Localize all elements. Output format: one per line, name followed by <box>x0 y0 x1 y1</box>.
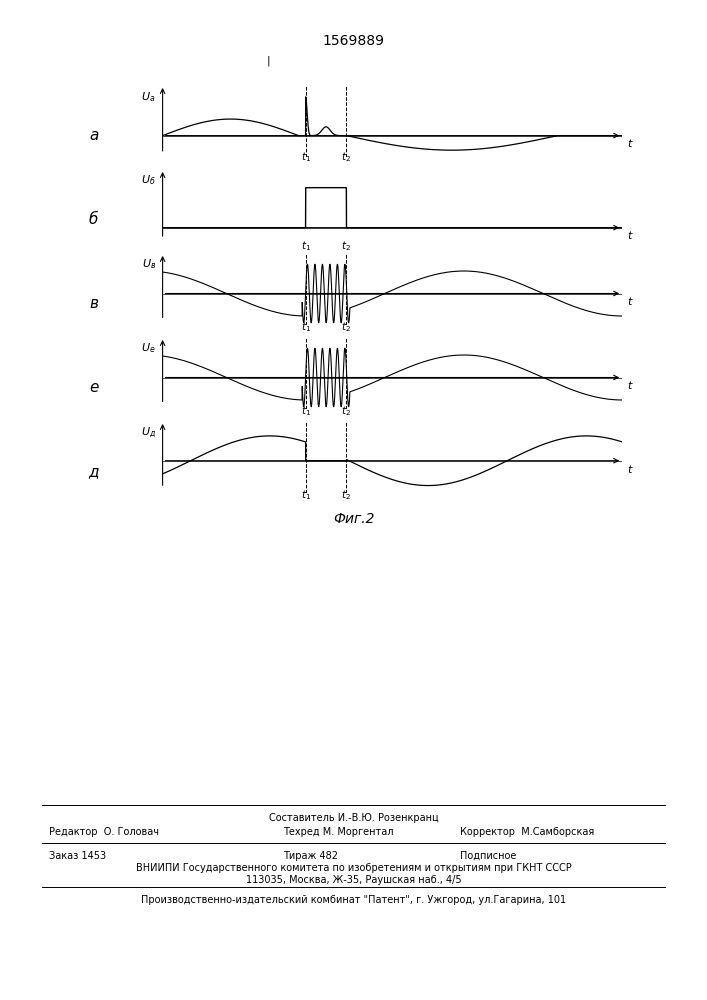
Text: Заказ 1453: Заказ 1453 <box>49 851 107 861</box>
Text: Подписное: Подписное <box>460 851 516 861</box>
Text: Фиг.2: Фиг.2 <box>333 512 374 526</box>
Text: Тираж 482: Тираж 482 <box>283 851 338 861</box>
Text: б: б <box>89 212 98 227</box>
Text: $t$: $t$ <box>626 229 633 241</box>
Text: $t_1$: $t_1$ <box>300 320 310 334</box>
Text: е: е <box>89 380 98 395</box>
Text: Редактор  О. Головач: Редактор О. Головач <box>49 827 160 837</box>
Text: Производственно-издательский комбинат "Патент", г. Ужгород, ул.Гагарина, 101: Производственно-издательский комбинат "П… <box>141 895 566 905</box>
Text: $t_2$: $t_2$ <box>341 488 351 502</box>
Text: 1569889: 1569889 <box>322 34 385 48</box>
Text: $t_2$: $t_2$ <box>341 320 351 334</box>
Text: $t_2$: $t_2$ <box>341 239 351 253</box>
Text: $t_1$: $t_1$ <box>300 404 310 418</box>
Text: $t$: $t$ <box>626 463 633 475</box>
Text: $t_2$: $t_2$ <box>341 404 351 418</box>
Text: $t$: $t$ <box>626 137 633 149</box>
Text: а: а <box>89 128 98 143</box>
Text: $t_1$: $t_1$ <box>300 151 310 164</box>
Text: д: д <box>88 464 99 479</box>
Text: $t$: $t$ <box>626 379 633 391</box>
Text: ВНИИПИ Государственного комитета по изобретениям и открытиям при ГКНТ СССР: ВНИИПИ Государственного комитета по изоб… <box>136 863 571 873</box>
Text: Техред М. Моргентал: Техред М. Моргентал <box>283 827 393 837</box>
Text: $U_д$: $U_д$ <box>141 425 156 440</box>
Text: $U_в$: $U_в$ <box>141 257 156 271</box>
Text: $t_1$: $t_1$ <box>300 239 310 253</box>
Text: 113035, Москва, Ж-35, Раушская наб., 4/5: 113035, Москва, Ж-35, Раушская наб., 4/5 <box>246 875 461 885</box>
Text: $U_б$: $U_б$ <box>141 174 156 187</box>
Text: в: в <box>89 296 98 311</box>
Text: $U_е$: $U_е$ <box>141 341 156 355</box>
Text: $t_2$: $t_2$ <box>341 151 351 164</box>
Text: Составитель И.-В.Ю. Розенкранц: Составитель И.-В.Ю. Розенкранц <box>269 813 438 823</box>
Text: $U_a$: $U_a$ <box>141 90 156 104</box>
Text: $t$: $t$ <box>626 295 633 307</box>
Text: Корректор  М.Самборская: Корректор М.Самборская <box>460 827 594 837</box>
Text: $t_1$: $t_1$ <box>300 488 310 502</box>
Text: |: | <box>267 55 271 66</box>
